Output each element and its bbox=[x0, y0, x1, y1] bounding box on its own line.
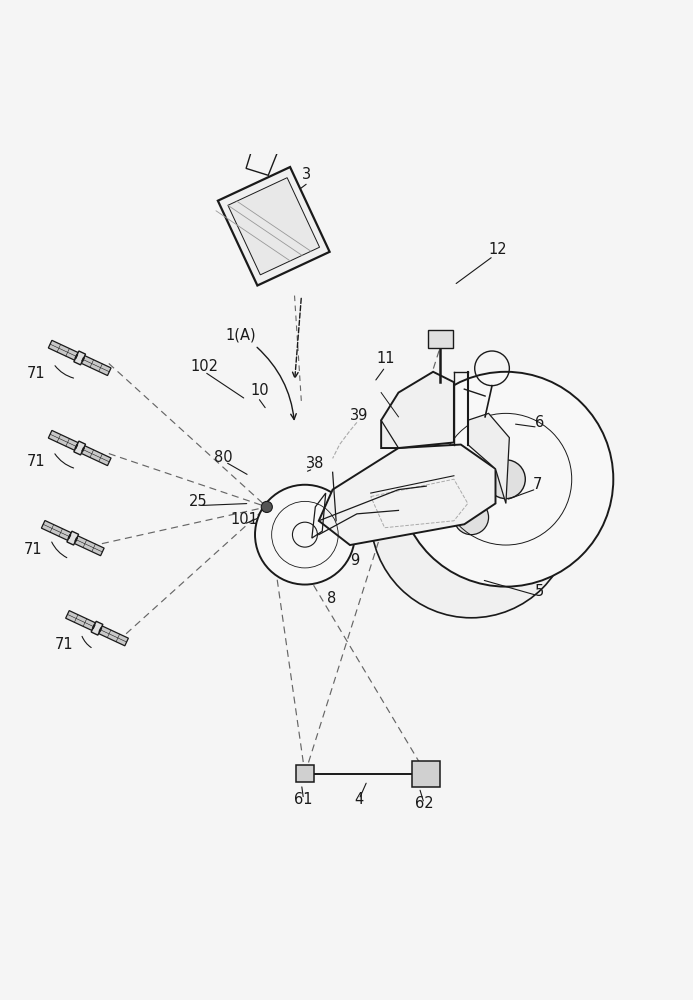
Polygon shape bbox=[49, 340, 78, 360]
Text: 71: 71 bbox=[24, 542, 42, 557]
Text: 4: 4 bbox=[354, 792, 364, 807]
Polygon shape bbox=[228, 178, 319, 275]
Text: 71: 71 bbox=[27, 454, 45, 469]
Text: 1(A): 1(A) bbox=[226, 328, 256, 343]
Polygon shape bbox=[98, 626, 128, 646]
Text: 7: 7 bbox=[532, 477, 542, 492]
Circle shape bbox=[454, 500, 489, 535]
Text: 39: 39 bbox=[350, 408, 368, 423]
Bar bbox=[428, 330, 453, 348]
Polygon shape bbox=[319, 445, 495, 545]
Text: 10: 10 bbox=[251, 383, 269, 398]
Text: 6: 6 bbox=[534, 415, 544, 430]
Text: 12: 12 bbox=[489, 242, 507, 257]
Text: 3: 3 bbox=[301, 167, 311, 182]
Polygon shape bbox=[468, 413, 509, 503]
Text: 61: 61 bbox=[295, 792, 313, 807]
Text: 71: 71 bbox=[55, 637, 73, 652]
Text: 38: 38 bbox=[306, 456, 324, 471]
Polygon shape bbox=[66, 611, 96, 630]
Circle shape bbox=[255, 485, 355, 585]
Bar bbox=[297, 765, 313, 782]
Text: 62: 62 bbox=[415, 796, 433, 811]
Polygon shape bbox=[74, 351, 85, 365]
Circle shape bbox=[371, 417, 572, 618]
Polygon shape bbox=[218, 167, 330, 286]
Polygon shape bbox=[67, 531, 78, 545]
Polygon shape bbox=[381, 372, 454, 448]
Circle shape bbox=[261, 501, 272, 512]
Text: 25: 25 bbox=[189, 494, 207, 509]
Text: 9: 9 bbox=[350, 553, 360, 568]
Polygon shape bbox=[81, 356, 111, 376]
Polygon shape bbox=[42, 520, 71, 540]
Text: 11: 11 bbox=[376, 351, 394, 366]
Text: 71: 71 bbox=[27, 366, 45, 381]
Polygon shape bbox=[49, 430, 78, 450]
Circle shape bbox=[398, 372, 613, 587]
Text: 102: 102 bbox=[191, 359, 218, 374]
Bar bbox=[412, 761, 440, 787]
Text: 101: 101 bbox=[230, 512, 258, 527]
Polygon shape bbox=[91, 621, 103, 635]
Text: 5: 5 bbox=[534, 584, 544, 599]
Polygon shape bbox=[81, 446, 111, 466]
Circle shape bbox=[486, 460, 525, 499]
Polygon shape bbox=[74, 536, 104, 556]
Text: 8: 8 bbox=[326, 591, 336, 606]
Text: 80: 80 bbox=[214, 450, 232, 465]
Polygon shape bbox=[74, 441, 85, 455]
